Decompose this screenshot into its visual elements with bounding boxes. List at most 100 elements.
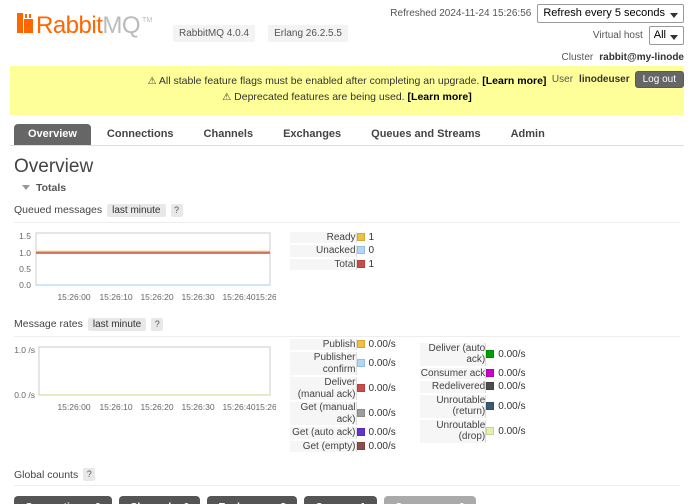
legend-row: Publisher confirm 0.00/s [290, 351, 396, 377]
svg-text:15:26:50: 15:26:50 [255, 402, 276, 412]
legend-row: Deliver (auto ack) 0.00/s [419, 342, 526, 368]
legend-value: 0.00/s [498, 349, 526, 360]
legend-color-swatch-icon [356, 233, 365, 242]
divider-3 [14, 485, 680, 486]
svg-text:15:26:30: 15:26:30 [181, 292, 214, 302]
warning-line-2-text: Deprecated features are being used. [234, 90, 405, 103]
legend-label: Total [290, 257, 356, 272]
svg-text:15:26:10: 15:26:10 [99, 402, 132, 412]
legend-row: Consumer ack 0.00/s [419, 366, 526, 381]
legend-row: Get (empty) 0.00/s [290, 439, 396, 454]
legend-value: 0.00/s [368, 408, 396, 419]
page-title: Overview [14, 155, 94, 177]
svg-text:0.0: 0.0 [19, 280, 31, 290]
legend-row: Unroutable (drop) 0.00/s [419, 418, 526, 445]
legend-color-swatch-icon [356, 441, 365, 450]
legend-label: Get (manual ack) [290, 401, 356, 427]
user-name: linodeuser [579, 74, 630, 85]
legend-value-cell: 0.00/s [485, 393, 526, 419]
message-rates-help-icon[interactable]: ? [151, 317, 164, 331]
global-count-badge[interactable]: Exchanges: 8 [207, 496, 298, 504]
tab-overview[interactable]: Overview [14, 123, 91, 145]
legend-label: Publish [290, 338, 356, 352]
warning-line-1: ⚠ All stable feature flags must be enabl… [10, 74, 684, 90]
svg-text:1.5: 1.5 [19, 231, 31, 241]
message-rates-chart[interactable]: 1.0 /s 0.0 /s 15:26:00 15:26:10 15:26:20… [14, 344, 276, 413]
queued-messages-help-icon[interactable]: ? [170, 203, 183, 217]
svg-text:15:26:10: 15:26:10 [99, 292, 132, 302]
tab-exchanges[interactable]: Exchanges [283, 127, 342, 140]
svg-text:1.0: 1.0 [19, 248, 31, 258]
legend-value: 1 [368, 232, 375, 244]
warning-line-1-link[interactable]: [Learn more] [482, 75, 547, 87]
legend-row: Get (manual ack) 0.00/s [290, 401, 396, 427]
legend-value: 0.00/s [368, 358, 396, 369]
legend-value: 0.00/s [368, 440, 396, 452]
message-rates-chart-row: 1.0 /s 0.0 /s 15:26:00 15:26:10 15:26:20… [14, 338, 680, 455]
header-status-panel: Refreshed 2024-11-24 15:26:56 Refresh ev… [390, 4, 684, 92]
vhost-select[interactable]: All [648, 26, 684, 45]
chevron-down-icon [22, 185, 30, 190]
legend-value-cell: 1 [355, 231, 375, 244]
legend-color-swatch-icon [356, 340, 365, 349]
message-rates-legend-left: Publish 0.00/s Publisher confirm 0.00/s Deli… [290, 338, 396, 455]
user-row: User linodeuser Log out [390, 70, 684, 89]
svg-text:15:26:20: 15:26:20 [140, 292, 173, 302]
legend-row: Publish 0.00/s [290, 338, 396, 352]
legend-label: Get (empty) [290, 439, 356, 454]
legend-row: Deliver (manual ack) 0.00/s [290, 376, 396, 402]
legend-label: Publisher confirm [290, 351, 356, 377]
totals-section-label: Totals [36, 181, 67, 194]
tab-channels[interactable]: Channels [203, 127, 254, 140]
queued-messages-legend: Ready 1 Unacked 0 Total 1 [290, 231, 375, 273]
global-count-badge[interactable]: Queues: 1 [304, 496, 377, 504]
logout-button[interactable]: Log out [634, 71, 684, 88]
legend-color-swatch-icon [356, 384, 365, 392]
legend-color-swatch-icon [356, 246, 365, 255]
queued-messages-period[interactable]: last minute [107, 203, 166, 217]
queued-messages-chart[interactable]: 1.5 1.0 0.5 0.0 15:26:00 15:26:10 15:26:… [14, 230, 276, 303]
message-rates-header: Message rates last minute ? [14, 317, 680, 331]
legend-color-swatch-icon [356, 428, 365, 437]
legend-label: Deliver (manual ack) [290, 376, 356, 402]
erlang-version-badge: Erlang 26.2.5.5 [268, 25, 348, 42]
svg-text:0.5: 0.5 [19, 264, 31, 274]
tab-admin[interactable]: Admin [510, 127, 545, 140]
global-count-badge[interactable]: Connections: 0 [14, 496, 112, 504]
legend-value-cell: 1 [355, 257, 375, 271]
feature-flag-warning-banner: ⚠ All stable feature flags must be enabl… [10, 66, 684, 115]
legend-value-cell: 0.00/s [355, 338, 396, 351]
rabbit-logo-icon [17, 13, 33, 33]
legend-value: 0.00/s [368, 383, 396, 394]
totals-section-toggle[interactable]: Totals [22, 182, 680, 194]
legend-row: Ready 1 [290, 231, 375, 245]
logo-text-rabbit: Rabbit [36, 12, 103, 39]
svg-text:15:26:40: 15:26:40 [222, 402, 255, 412]
warning-line-2-link[interactable]: [Learn more] [407, 90, 472, 103]
refresh-interval-select[interactable]: Refresh every 5 seconds [537, 4, 684, 23]
svg-text:15:26:00: 15:26:00 [57, 402, 90, 412]
legend-value-cell: 0.00/s [485, 380, 526, 394]
legend-label: Unacked [290, 244, 356, 259]
legend-color-swatch-icon [356, 359, 365, 367]
global-counts-help-icon[interactable]: ? [83, 468, 96, 481]
legend-label: Get (auto ack) [290, 426, 356, 441]
global-counts-header: Global counts ? [14, 468, 680, 481]
legend-label: Redelivered [419, 380, 486, 395]
tab-connections[interactable]: Connections [106, 127, 174, 140]
message-rates-period[interactable]: last minute [87, 317, 147, 331]
tab-queues-and-streams[interactable]: Queues and Streams [371, 127, 481, 140]
rabbitmq-logo[interactable]: Rabbit MQ TM [17, 13, 152, 38]
cluster-label: Cluster [561, 52, 594, 63]
cluster-name: rabbit@my-linode [599, 52, 684, 63]
legend-value-cell: 0.00/s [355, 351, 396, 376]
legend-color-swatch-icon [486, 426, 495, 435]
message-rates-legend-right: Deliver (auto ack) 0.00/s Consumer ack 0.00… [419, 342, 526, 445]
svg-text:15:26:00: 15:26:00 [57, 292, 90, 302]
legend-color-swatch-icon [356, 259, 365, 268]
legend-color-swatch-icon [486, 350, 495, 358]
queued-messages-plot: 1.5 1.0 0.5 0.0 [19, 231, 271, 290]
queued-messages-header: Queued messages last minute ? [14, 203, 680, 217]
global-count-badge[interactable]: Channels: 0 [118, 496, 201, 504]
